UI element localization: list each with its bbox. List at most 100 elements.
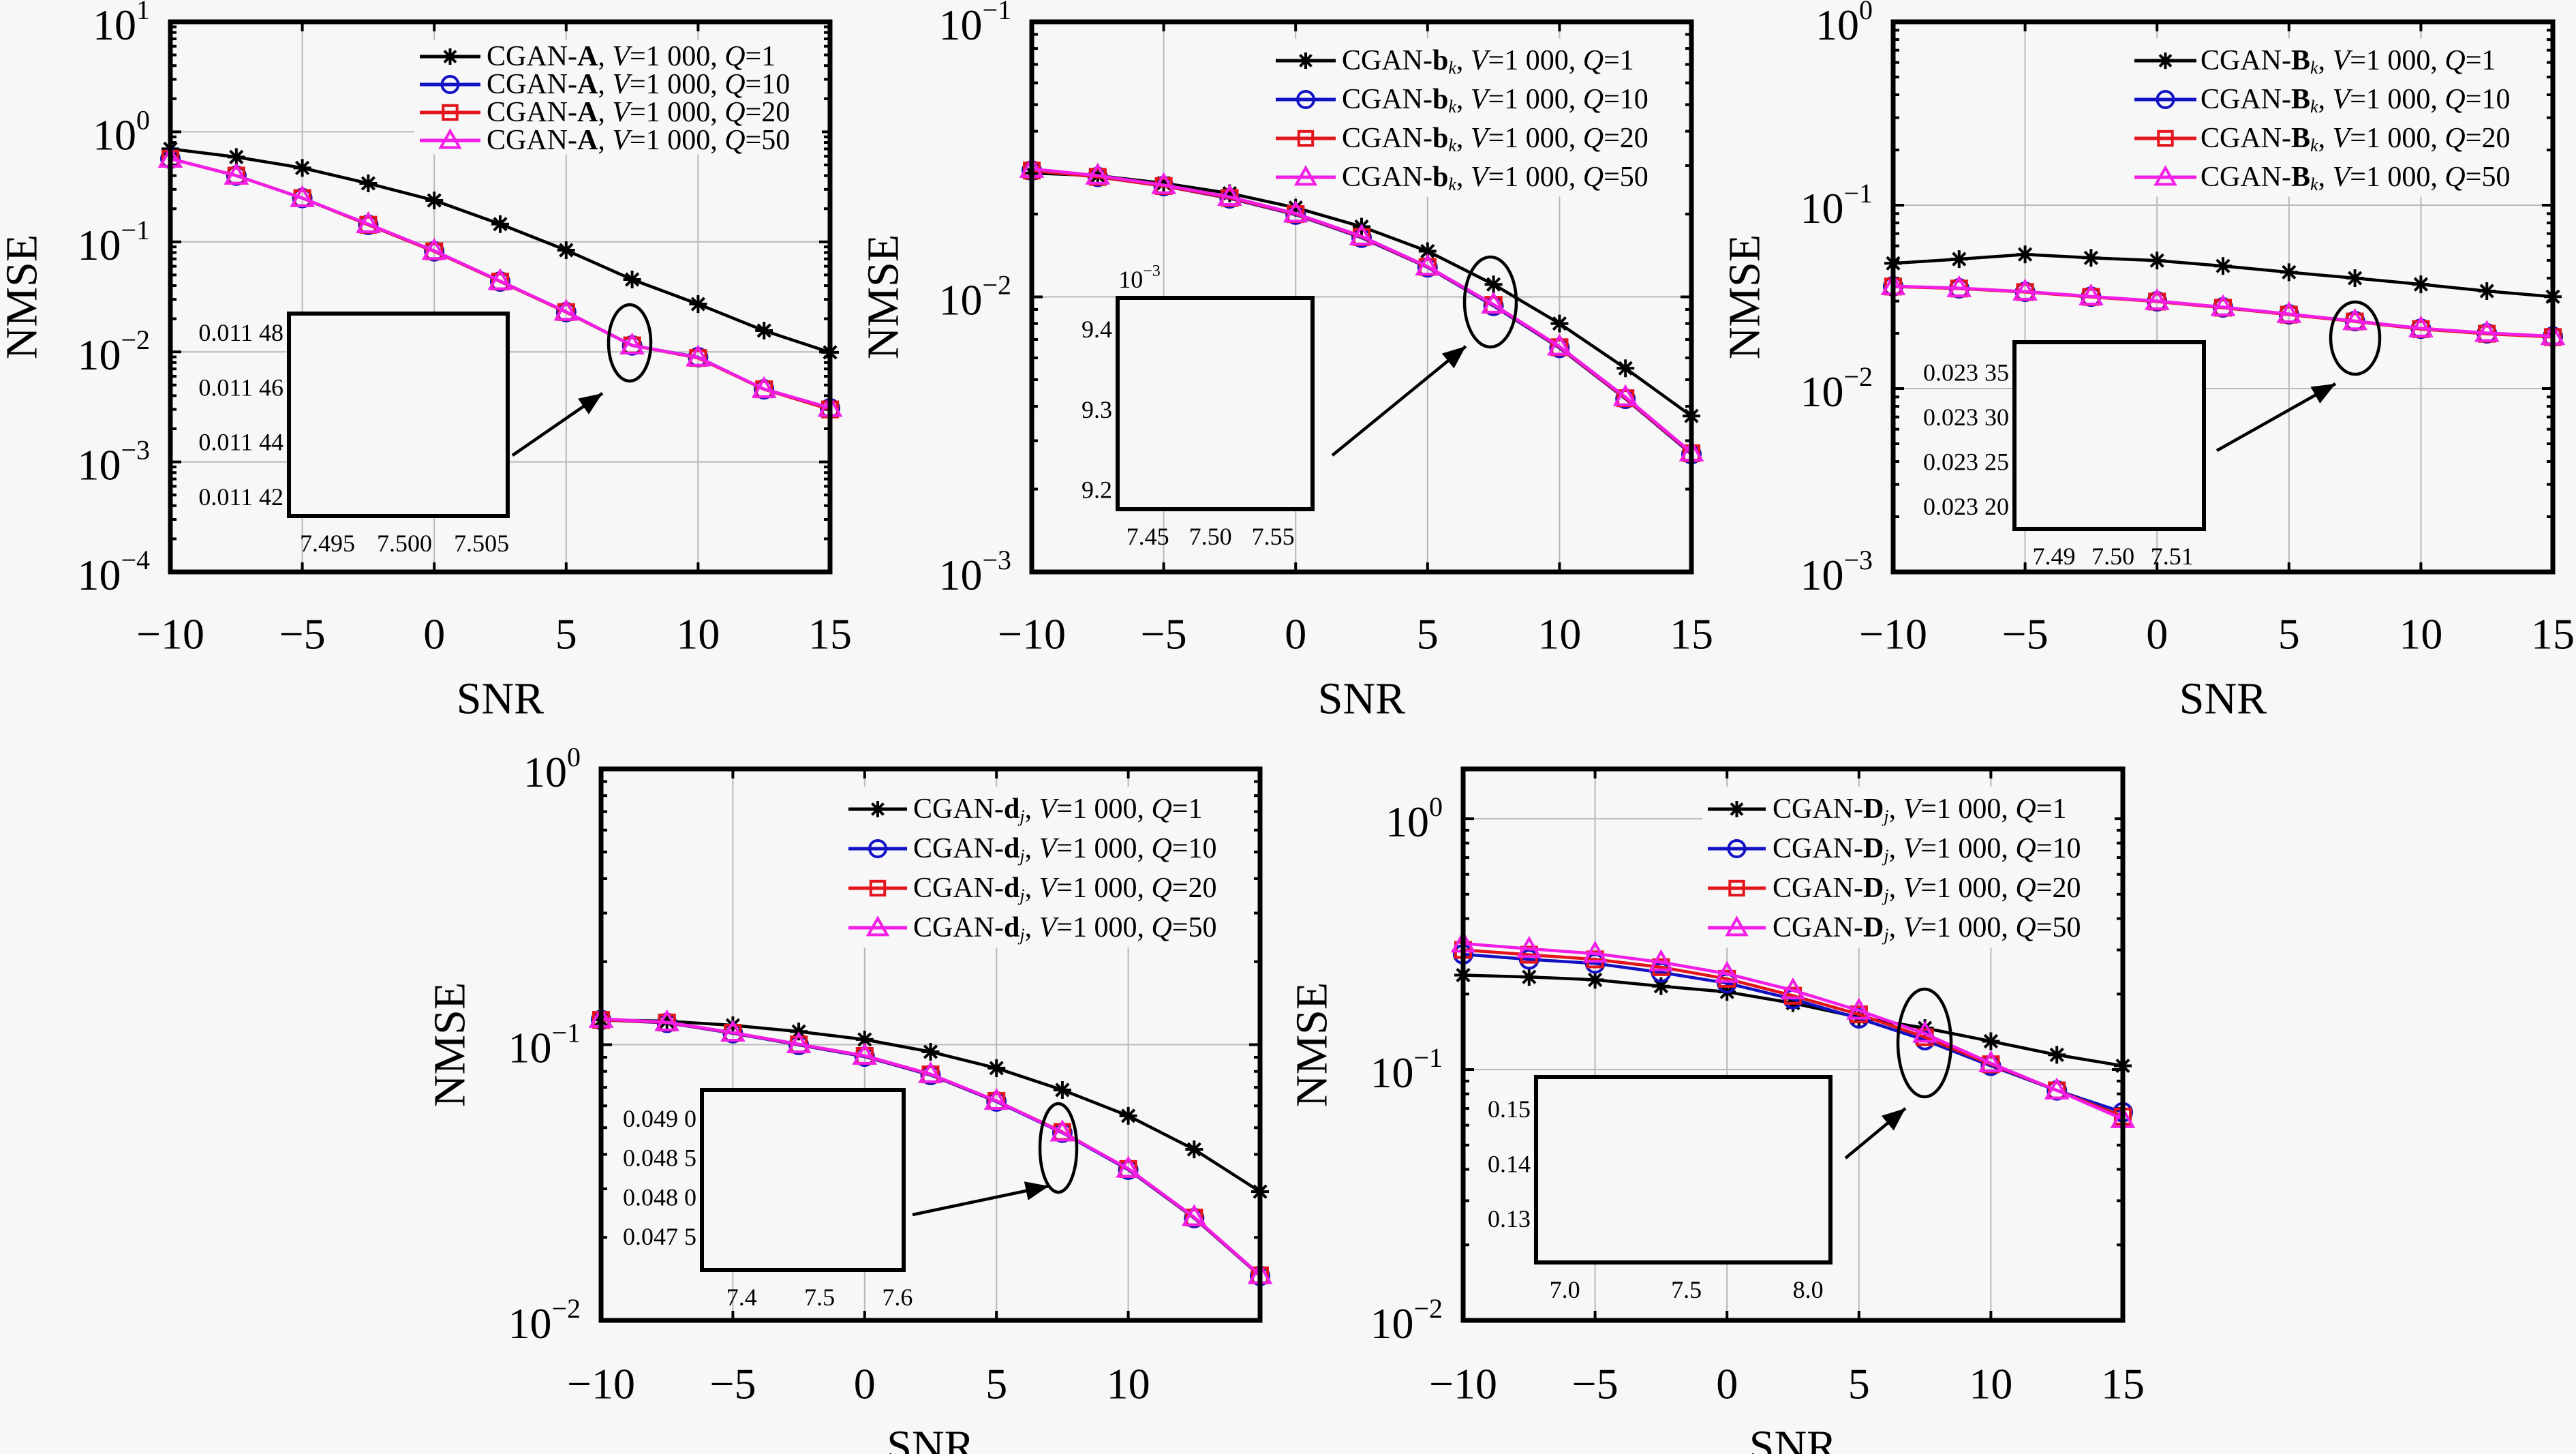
inset-y-tick-label: 0.048 0: [623, 1183, 696, 1211]
y-tick-label: 10−3: [938, 545, 1011, 599]
legend-label-part: B: [2291, 162, 2310, 193]
inset-y-tick-label: 9.2: [1082, 476, 1112, 504]
asterisk-stroke: [624, 272, 640, 287]
data-point-asterisk: [1950, 250, 1968, 269]
chart-Bk: −10 −5 0 5 10 1510010−110−210−3SNRNMSECGAN-Bk…: [1720, 0, 2575, 724]
asterisk-stroke: [690, 297, 706, 312]
asterisk-stroke: [361, 176, 376, 191]
legend-label-part: 1 000: [1073, 873, 1137, 904]
data-point-asterisk: [1520, 968, 1538, 986]
x-tick-label: −5: [1141, 610, 1187, 658]
legend-item: CGAN-A, V=1 000, Q=50: [420, 125, 790, 156]
data-point-asterisk: [2016, 245, 2034, 264]
arrow-head: [1881, 1108, 1905, 1131]
zoom-region-ellipse: [1038, 1102, 1079, 1194]
tick-exponent: −2: [1413, 1293, 1443, 1324]
asterisk-stroke: [2158, 54, 2173, 67]
legend-label-part: ,: [2318, 123, 2333, 154]
tick-exponent: −2: [1843, 361, 1873, 392]
inset-x-tick-label: 7.55: [1252, 523, 1295, 550]
legend-label-part: =: [1172, 793, 1189, 825]
legend-item: CGAN-A, V=1 000, Q=1: [420, 41, 776, 72]
tick-base: 10: [77, 440, 121, 489]
inset-x-tick-label: 7.0: [1550, 1276, 1580, 1303]
plot-frame: [1029, 19, 1694, 575]
legend-label: CGAN-Dj, V=1 000, Q=50: [1773, 912, 2081, 945]
data-point-triangle: [1516, 935, 1542, 958]
x-tick-label: 5: [2278, 610, 2300, 658]
series-q50: [1880, 273, 2566, 346]
legend-label-part: ,: [2430, 84, 2444, 115]
legend-label: CGAN-A, V=1 000, Q=50: [487, 125, 790, 156]
inset-x-tick-label: 7.51: [2151, 543, 2194, 570]
legend-label-part: 10: [2052, 833, 2081, 864]
legend-marker-triangle: [438, 128, 462, 149]
data-point-asterisk: [1652, 977, 1670, 995]
legend-label-part: 50: [2481, 162, 2510, 193]
y-tick-label: 10−3: [1800, 545, 1873, 599]
legend-label-part: =: [630, 97, 646, 128]
legend-label: CGAN-dj, V=1 000, Q=50: [913, 912, 1216, 945]
legend-marker-triangle: [1293, 165, 1318, 186]
data-point-triangle: [1714, 960, 1740, 983]
legend-label-part: ,: [1569, 84, 1583, 115]
tick-exponent: 0: [1429, 791, 1443, 822]
tick-exponent: −1: [982, 0, 1011, 25]
tick-exponent: −4: [121, 545, 150, 575]
y-axis-label: NMSE: [1720, 234, 1770, 359]
asterisk-stroke: [1983, 1033, 1999, 1049]
inset-x-tick-label: 7.50: [2091, 543, 2134, 570]
data-point-asterisk: [987, 1059, 1006, 1077]
x-tick-label: −10: [1859, 610, 1927, 658]
y-tick-label: 10−1: [508, 1017, 581, 1072]
tick-base: 10: [523, 748, 567, 796]
legend-label-part: CGAN-: [2201, 45, 2291, 76]
x-tick-label: 0: [2146, 610, 2168, 658]
asterisk-stroke: [1120, 1108, 1136, 1123]
legend-label-part: CGAN-: [1773, 793, 1863, 825]
legend-label-part: CGAN-: [2201, 123, 2291, 154]
x-tick-label: 15: [2531, 610, 2575, 658]
inset-x-tick-label: 7.495: [300, 530, 355, 557]
data-point-square: [1520, 945, 1538, 964]
legend-label-part: V: [612, 69, 632, 100]
data-point-asterisk: [1185, 1140, 1203, 1159]
legend-item: CGAN-bk, V=1 000, Q=1: [1276, 45, 1634, 78]
y-axis-label: NMSE: [0, 234, 47, 359]
legend-label-part: 10: [2481, 84, 2510, 115]
legend-label-part: =: [1604, 162, 1620, 193]
legend-label-part: ,: [2001, 912, 2015, 943]
y-tick-label: 10−1: [77, 214, 150, 269]
y-tick-label: 100: [1385, 791, 1443, 846]
legend-label-part: V: [1039, 912, 1060, 943]
legend-label-part: ,: [2001, 793, 2015, 825]
x-tick-label: 10: [676, 610, 720, 658]
legend-label-part: ,: [1025, 833, 1039, 864]
legend-label-part: V: [1471, 84, 1491, 115]
legend-label-part: V: [1471, 45, 1491, 76]
inset-x-tick-label: 7.5: [1671, 1276, 1702, 1303]
legend-label-part: 1 000: [1504, 84, 1569, 115]
x-tick-label: −10: [136, 610, 204, 658]
legend-label-part: =: [2350, 162, 2366, 193]
legend-label-part: V: [1903, 833, 1924, 864]
tick-exponent: −2: [121, 324, 150, 355]
asterisk-stroke: [2083, 250, 2099, 265]
y-axis-label: NMSE: [1287, 982, 1337, 1107]
multiplier-base: 10: [1118, 266, 1143, 293]
legend-label-part: 1: [1188, 793, 1202, 825]
tick-base: 10: [93, 110, 136, 159]
legend-label-part: 10: [1620, 84, 1649, 115]
y-tick-label: 10−2: [1800, 361, 1873, 416]
inset-x-tick-label: 7.50: [1189, 523, 1232, 550]
tick-base: 10: [1800, 367, 1843, 416]
data-point-triangle: [2474, 320, 2500, 342]
x-tick-label: 0: [854, 1360, 876, 1408]
tick-exponent: 1: [136, 0, 150, 25]
legend-label-part: Q: [724, 125, 745, 156]
legend-label-part: ,: [2430, 123, 2444, 154]
asterisk-stroke: [989, 1061, 1004, 1076]
series-line: [1892, 284, 2554, 338]
legend-label: CGAN-dj, V=1 000, Q=10: [913, 833, 1216, 866]
